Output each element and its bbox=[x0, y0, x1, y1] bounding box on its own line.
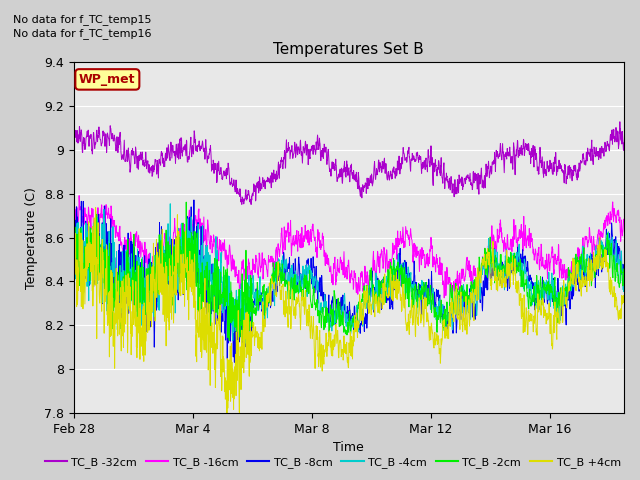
Text: No data for f_TC_temp15: No data for f_TC_temp15 bbox=[13, 13, 151, 24]
Text: No data for f_TC_temp16: No data for f_TC_temp16 bbox=[13, 28, 151, 39]
Title: Temperatures Set B: Temperatures Set B bbox=[273, 42, 424, 57]
Legend: TC_B -32cm, TC_B -16cm, TC_B -8cm, TC_B -4cm, TC_B -2cm, TC_B +4cm: TC_B -32cm, TC_B -16cm, TC_B -8cm, TC_B … bbox=[40, 452, 625, 472]
Text: WP_met: WP_met bbox=[79, 73, 136, 86]
X-axis label: Time: Time bbox=[333, 441, 364, 454]
Y-axis label: Temperature (C): Temperature (C) bbox=[26, 187, 38, 288]
